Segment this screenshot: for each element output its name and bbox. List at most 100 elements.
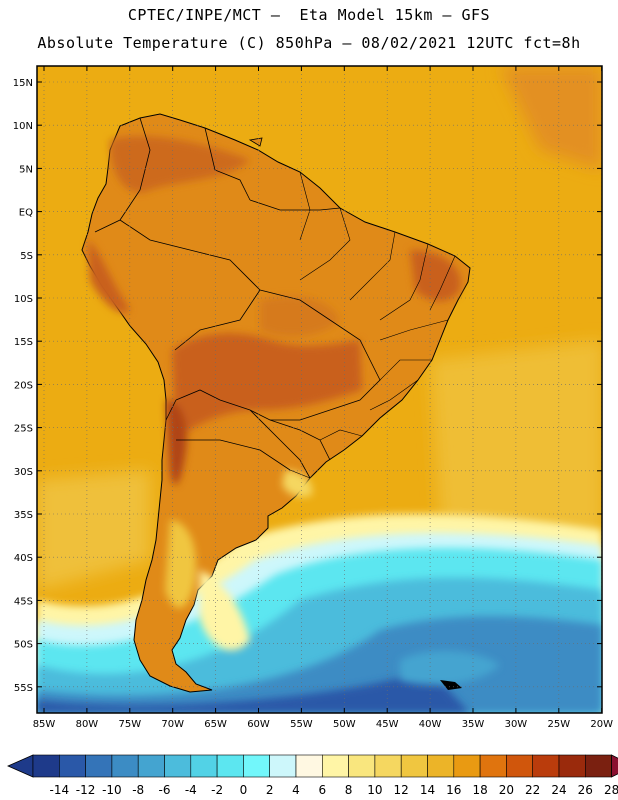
colorbar-swatch — [584, 754, 612, 778]
lon-label: 50W — [333, 719, 356, 730]
colorbar-label: -12 — [76, 783, 96, 797]
colorbar-label: 0 — [240, 783, 248, 797]
colorbar-swatch — [269, 754, 297, 778]
colorbar-swatch — [453, 754, 481, 778]
colorbar-swatch — [137, 754, 165, 778]
lat-label: 10N — [13, 121, 33, 132]
lon-label: 55W — [290, 719, 313, 730]
lat-label: 30S — [14, 467, 33, 478]
lon-label: 45W — [376, 719, 399, 730]
colorbar-swatch — [400, 754, 428, 778]
colorbar-label: 18 — [472, 783, 487, 797]
lon-label: 65W — [204, 719, 227, 730]
lon-label: 70W — [161, 719, 184, 730]
south-georgia-island — [440, 680, 462, 690]
state-borders — [289, 171, 456, 479]
hot-interior-patch — [172, 333, 362, 440]
ne-brazil-hot-patch — [410, 250, 461, 302]
pacific-light-band — [37, 470, 150, 590]
map-title-line2: Absolute Temperature (C) 850hPa – 08/02/… — [37, 34, 581, 52]
colorbar-swatch — [32, 754, 60, 778]
cold-eddy — [400, 650, 500, 685]
colorbar-label: 26 — [578, 783, 593, 797]
longitude-axis: 85W 80W 75W 70W 65W 60W 55W 50W 45W 40W 35W 30W 25W 2… — [33, 66, 613, 730]
colorbar-label: 4 — [292, 783, 300, 797]
map-plot-area — [37, 66, 602, 713]
lon-label: 20W — [590, 719, 613, 730]
colorbar-swatch — [321, 754, 349, 778]
colorbar-swatch — [427, 754, 455, 778]
map-frame — [36, 65, 603, 714]
lat-label: 15S — [14, 337, 33, 348]
colorbar-label: 10 — [367, 783, 382, 797]
lon-label: 40W — [419, 719, 442, 730]
colorbar-label: 6 — [318, 783, 326, 797]
colder-band — [37, 616, 602, 713]
colorbar-label: -10 — [102, 783, 122, 797]
lat-label: EQ — [19, 208, 33, 219]
lat-label: 5S — [20, 251, 33, 262]
colorbar-label: -8 — [132, 783, 144, 797]
colorbar-swatch — [164, 754, 192, 778]
lon-label: 25W — [547, 719, 570, 730]
uruguay-cool-patch — [282, 470, 313, 497]
trinidad-island — [248, 137, 263, 147]
colorbar-label: 22 — [525, 783, 540, 797]
colorbar-swatch — [506, 754, 533, 778]
colorbar-label: -14 — [49, 783, 69, 797]
colorbar-swatch — [374, 754, 402, 778]
lat-label: 15N — [13, 78, 33, 89]
andes-hot-strip — [166, 400, 187, 485]
caribbean-warm-patch — [500, 66, 602, 170]
colorbar-label: 2 — [266, 783, 274, 797]
map-title-line1: CPTEC/INPE/MCT – Eta Model 15km – GFS — [127, 6, 491, 24]
colorbar-label: 8 — [345, 783, 353, 797]
colorbar-swatch — [243, 754, 270, 778]
colorbar-label: 12 — [394, 783, 409, 797]
colorbar-swatch — [295, 754, 323, 778]
lat-label: 20S — [14, 380, 33, 391]
colorbar-swatch — [111, 754, 139, 778]
coldest-band — [37, 670, 470, 713]
colorbar-swatch — [58, 754, 86, 778]
colorbar-swatch — [216, 754, 244, 778]
colorbar-swatch — [532, 754, 560, 778]
colorbar-label: 28 — [604, 783, 618, 797]
lat-label: 40S — [14, 553, 33, 564]
lon-label: 85W — [33, 719, 56, 730]
colorbar-swatch — [558, 754, 586, 778]
lon-label: 30W — [505, 719, 528, 730]
lat-label: 5N — [19, 164, 33, 175]
lon-label: 35W — [462, 719, 485, 730]
colorbar-high-arrow — [611, 754, 618, 778]
lat-label: 25S — [14, 424, 33, 435]
country-borders — [94, 117, 381, 479]
colorbar-swatch — [85, 754, 113, 778]
lat-label: 55S — [14, 683, 33, 694]
venezuela-colombia-hot-patch — [110, 136, 250, 193]
lon-label: 80W — [76, 719, 99, 730]
colorbar-label: 14 — [420, 783, 435, 797]
temperature-colorbar: -14 -12 -10 -8 -6 -4 -2 0 2 4 6 8 10 12 14 16 18 20 22 24 26… — [7, 754, 618, 797]
lat-label: 50S — [14, 640, 33, 651]
colorbar-low-arrow — [7, 754, 34, 778]
colorbar-swatch — [190, 754, 218, 778]
colorbar-swatch — [348, 754, 376, 778]
colorbar-label: -6 — [159, 783, 171, 797]
patagonia-light-patch — [200, 570, 250, 651]
lat-label: 35S — [14, 510, 33, 521]
colorbar-label: -2 — [211, 783, 223, 797]
lat-label: 45S — [14, 596, 33, 607]
lon-label: 75W — [118, 719, 141, 730]
latitude-axis: 15N 10N 5N EQ 5S 10S 15S 20S 25S 30S 35S 40S 45S 50S 5… — [13, 78, 602, 694]
lon-label: 60W — [247, 719, 270, 730]
colorbar-label: -4 — [185, 783, 197, 797]
colorbar-swatch — [479, 754, 507, 778]
colorbar-label: 16 — [446, 783, 461, 797]
lat-label: 10S — [14, 294, 33, 305]
central-brazil-patch — [260, 296, 340, 337]
peru-hot-strip — [88, 240, 130, 313]
colorbar-label: 20 — [499, 783, 514, 797]
colorbar-label: 24 — [551, 783, 566, 797]
